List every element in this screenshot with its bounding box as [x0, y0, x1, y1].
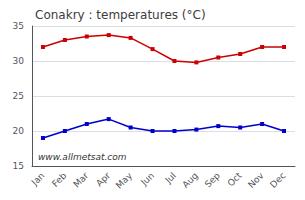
svg-text:Nov: Nov — [246, 170, 266, 190]
svg-text:Sep: Sep — [203, 170, 222, 189]
svg-text:Jul: Jul — [163, 170, 178, 185]
svg-text:25: 25 — [13, 91, 24, 101]
svg-text:35: 35 — [13, 21, 24, 31]
svg-text:www.allmetsat.com: www.allmetsat.com — [38, 152, 127, 162]
svg-text:May: May — [114, 170, 135, 191]
svg-text:Conakry : temperatures (°C): Conakry : temperatures (°C) — [35, 8, 206, 22]
svg-text:Oct: Oct — [226, 170, 244, 188]
svg-text:Jun: Jun — [138, 170, 156, 188]
svg-text:Jan: Jan — [29, 170, 47, 188]
svg-text:Feb: Feb — [50, 170, 69, 189]
svg-text:Apr: Apr — [94, 170, 112, 188]
svg-text:Aug: Aug — [180, 170, 199, 189]
svg-text:Mar: Mar — [71, 170, 90, 189]
svg-text:Dec: Dec — [268, 170, 287, 189]
svg-text:20: 20 — [13, 126, 25, 136]
svg-text:15: 15 — [13, 161, 24, 171]
svg-text:30: 30 — [13, 56, 25, 66]
